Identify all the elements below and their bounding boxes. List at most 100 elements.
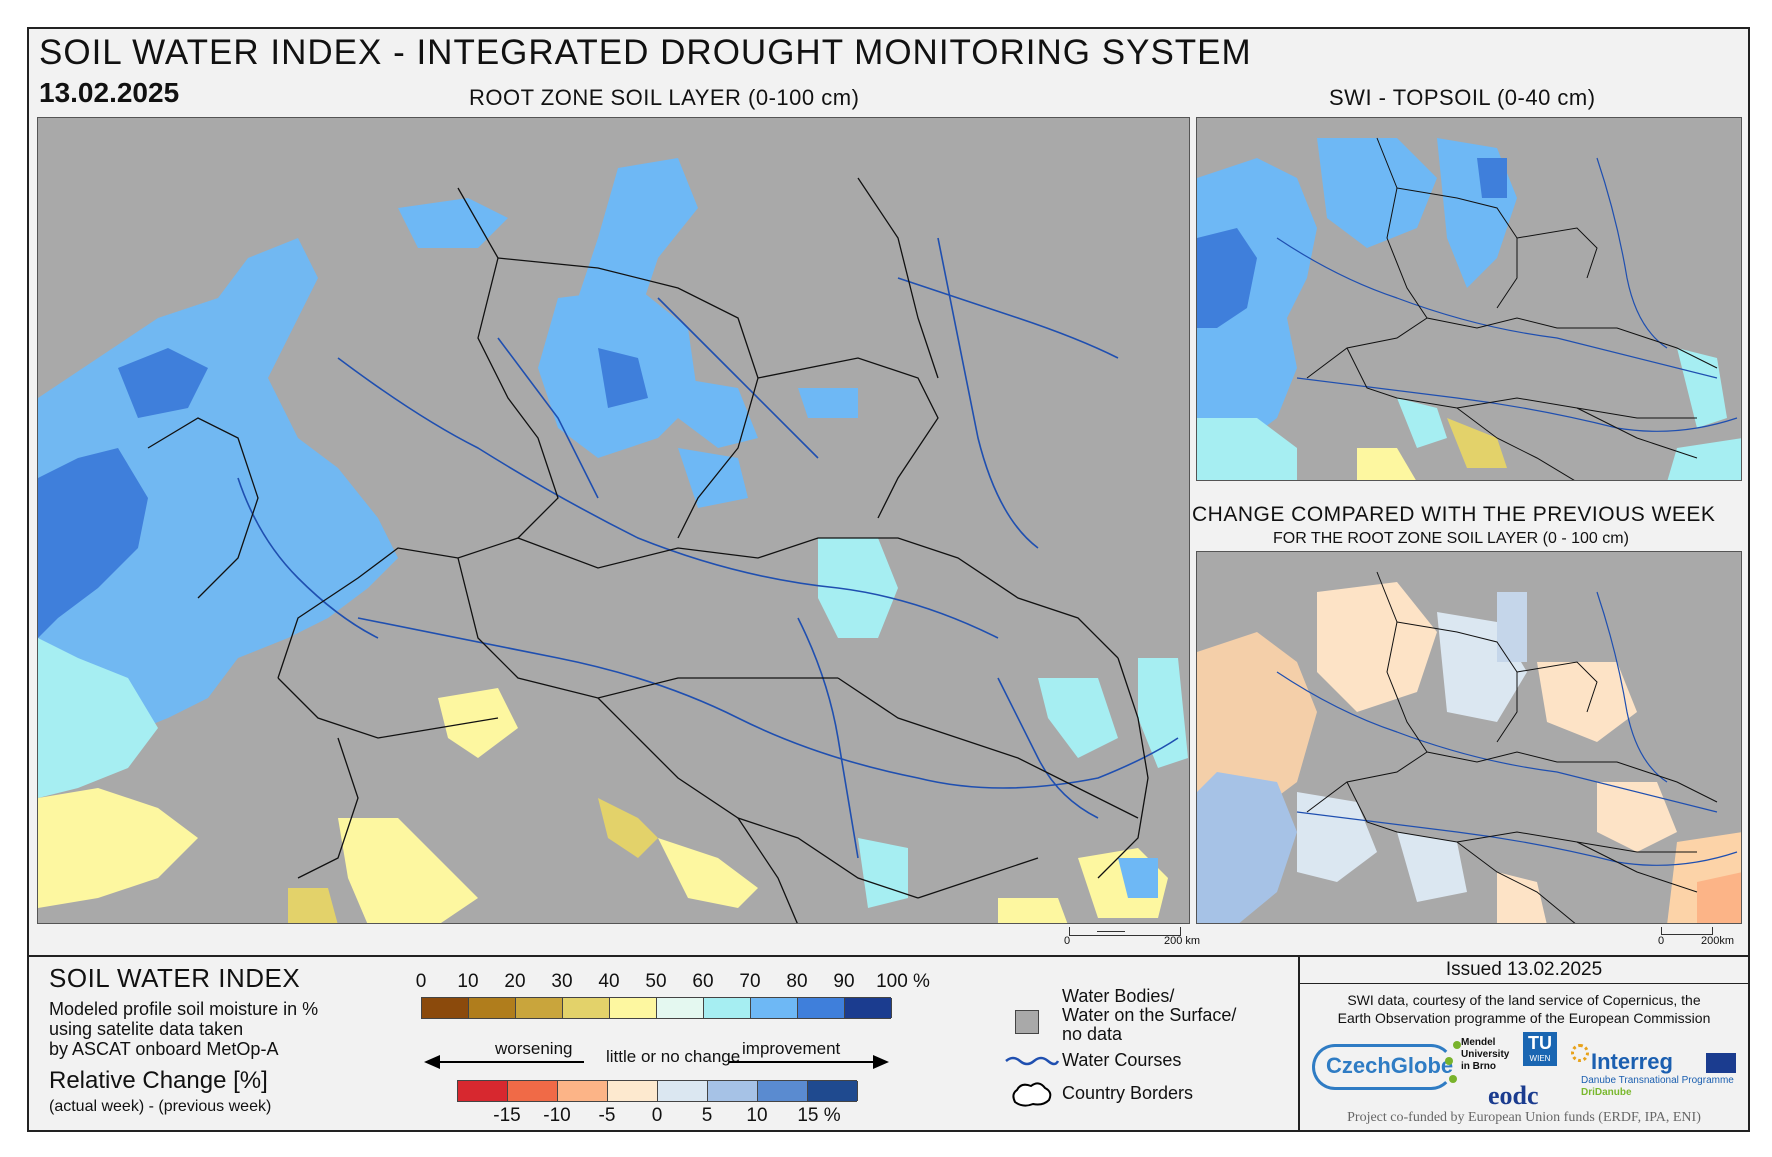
swi-color-cell bbox=[563, 998, 610, 1018]
swi-tick-label: 10 bbox=[457, 971, 479, 992]
water-bodies-line-1: Water Bodies/ bbox=[1062, 986, 1175, 1006]
mendel-logo-line-1: Mendel bbox=[1461, 1037, 1496, 1048]
main-scale-bar bbox=[1069, 927, 1181, 936]
swi-color-cell bbox=[704, 998, 751, 1018]
swi-tick-label: 90 bbox=[833, 971, 855, 992]
swi-color-cell bbox=[422, 998, 469, 1018]
main-scale-start: 0 bbox=[1064, 935, 1071, 947]
credits-line-1: SWI data, courtesy of the land service o… bbox=[1347, 992, 1701, 1008]
water-bodies-swatch bbox=[1015, 1010, 1039, 1034]
eodc-logo: eodc bbox=[1488, 1081, 1539, 1110]
mendel-logo-line-2: University bbox=[1461, 1049, 1510, 1060]
change-tick-label: 15 % bbox=[797, 1105, 841, 1126]
change-color-cell bbox=[458, 1081, 508, 1101]
change-tick-label: 0 bbox=[651, 1105, 663, 1126]
change-color-cell bbox=[708, 1081, 758, 1101]
water-bodies-line-2: Water on the Surface/ bbox=[1062, 1005, 1237, 1025]
swi-color-cell bbox=[657, 998, 704, 1018]
water-courses-symbol bbox=[1005, 1056, 1060, 1066]
mendel-logo-line-3: in Brno bbox=[1461, 1061, 1496, 1072]
water-bodies-label: Water Bodies/ Water on the Surface/ no d… bbox=[1062, 987, 1236, 1044]
interreg-logo-icon bbox=[1571, 1044, 1589, 1062]
swi-tick-label: 80 bbox=[786, 971, 808, 992]
water-bodies-line-3: no data bbox=[1062, 1024, 1123, 1044]
swi-tick-label: 60 bbox=[692, 971, 714, 992]
swi-tick-label: 70 bbox=[739, 971, 761, 992]
change-map-graphic bbox=[1197, 571, 1741, 923]
change-color-cell bbox=[558, 1081, 608, 1101]
change-map[interactable] bbox=[1196, 551, 1742, 924]
worsening-arrow bbox=[424, 1055, 584, 1069]
poster-frame: SOIL WATER INDEX - INTEGRATED DROUGHT MO… bbox=[27, 27, 1750, 1132]
change-color-cell bbox=[758, 1081, 808, 1101]
czechglobe-logo bbox=[1312, 1044, 1454, 1090]
swi-tick-labels: 0 10 20 30 40 50 60 70 80 90 100 % bbox=[29, 971, 1029, 995]
dridanube-text: DriDanube bbox=[1581, 1087, 1632, 1098]
change-tick-labels: -15 -10 -5 0 5 10 15 % bbox=[29, 1105, 1029, 1129]
swi-color-cell bbox=[469, 998, 516, 1018]
water-courses-label: Water Courses bbox=[1062, 1050, 1182, 1070]
mendel-logo-text: Mendel University in Brno bbox=[1461, 1037, 1509, 1073]
topsoil-map[interactable] bbox=[1196, 117, 1742, 481]
swi-tick-label: 20 bbox=[504, 971, 526, 992]
change-map-title: CHANGE COMPARED WITH THE PREVIOUS WEEK bbox=[1192, 503, 1716, 526]
small-scale-start: 0 bbox=[1658, 935, 1665, 947]
swi-tick-label: 30 bbox=[551, 971, 573, 992]
issued-date: Issued 13.02.2025 bbox=[1445, 959, 1603, 980]
change-color-cell bbox=[608, 1081, 658, 1101]
mendel-logo-dot bbox=[1453, 1041, 1461, 1049]
swi-tick-label: 0 bbox=[415, 971, 427, 992]
small-scale-bar bbox=[1661, 927, 1713, 935]
change-color-cell bbox=[808, 1081, 858, 1101]
tu-wien-logo: TU WIEN bbox=[1523, 1032, 1557, 1066]
swi-color-cell bbox=[610, 998, 657, 1018]
mendel-logo-dot bbox=[1445, 1057, 1453, 1065]
eu-flag-icon bbox=[1706, 1053, 1736, 1073]
change-tick-label: -15 bbox=[493, 1105, 521, 1126]
tu-wien-logo-text: TU bbox=[1528, 1033, 1552, 1053]
main-scale-bar-segment bbox=[1097, 927, 1125, 932]
main-map[interactable] bbox=[37, 117, 1190, 924]
legend-title: SOIL WATER INDEX bbox=[49, 963, 301, 993]
issued-divider bbox=[1300, 983, 1748, 984]
swi-color-cell bbox=[845, 998, 892, 1018]
improvement-arrow bbox=[729, 1055, 889, 1069]
change-color-cell bbox=[508, 1081, 558, 1101]
change-tick-label: -5 bbox=[598, 1105, 616, 1126]
topsoil-map-title: SWI - TOPSOIL (0-40 cm) bbox=[1329, 85, 1596, 110]
swi-color-bar bbox=[421, 997, 892, 1019]
interreg-logo-text: Interreg bbox=[1591, 1049, 1673, 1074]
mendel-logo-dot bbox=[1449, 1075, 1457, 1083]
change-tick-label: -10 bbox=[543, 1105, 571, 1126]
credits-divider bbox=[1298, 955, 1300, 1132]
swi-color-cell bbox=[798, 998, 845, 1018]
worsening-label: worsening bbox=[495, 1039, 573, 1058]
relative-change-title: Relative Change [%] bbox=[49, 1067, 268, 1094]
legend-description-3: by ASCAT onboard MetOp-A bbox=[49, 1039, 279, 1059]
page-title: SOIL WATER INDEX - INTEGRATED DROUGHT MO… bbox=[39, 33, 1252, 72]
change-color-cell bbox=[658, 1081, 708, 1101]
interreg-sub-text: Danube Transnational Programme bbox=[1581, 1075, 1734, 1086]
swi-color-cell bbox=[751, 998, 798, 1018]
topsoil-map-graphic bbox=[1197, 137, 1741, 480]
swi-tick-label: 100 % bbox=[876, 971, 930, 992]
main-map-title: ROOT ZONE SOIL LAYER (0-100 cm) bbox=[469, 85, 860, 110]
little-change-label: little or no change bbox=[606, 1047, 741, 1066]
legend-description-2: using satelite data taken bbox=[49, 1019, 244, 1039]
issue-date: 13.02.2025 bbox=[39, 77, 180, 108]
swi-tick-label: 50 bbox=[645, 971, 667, 992]
change-tick-label: 5 bbox=[701, 1105, 713, 1126]
main-map-graphic bbox=[38, 158, 1188, 923]
main-scale-end: 200 km bbox=[1164, 935, 1201, 947]
change-tick-label: 10 bbox=[746, 1105, 768, 1126]
swi-tick-label: 40 bbox=[598, 971, 620, 992]
change-color-bar bbox=[457, 1080, 858, 1102]
legend-description-1: Modeled profile soil moisture in % bbox=[49, 999, 319, 1019]
small-scale-end: 200km bbox=[1701, 935, 1735, 947]
funding-note: Project co-funded by European Union fund… bbox=[1347, 1110, 1701, 1125]
credits-line-2: Earth Observation programme of the Europ… bbox=[1337, 1010, 1711, 1026]
swi-color-cell bbox=[516, 998, 563, 1018]
improvement-label: improvement bbox=[742, 1039, 841, 1058]
czechglobe-logo-text: CzechGlobe bbox=[1326, 1053, 1454, 1078]
tu-wien-logo-sub: WIEN bbox=[1529, 1054, 1551, 1063]
